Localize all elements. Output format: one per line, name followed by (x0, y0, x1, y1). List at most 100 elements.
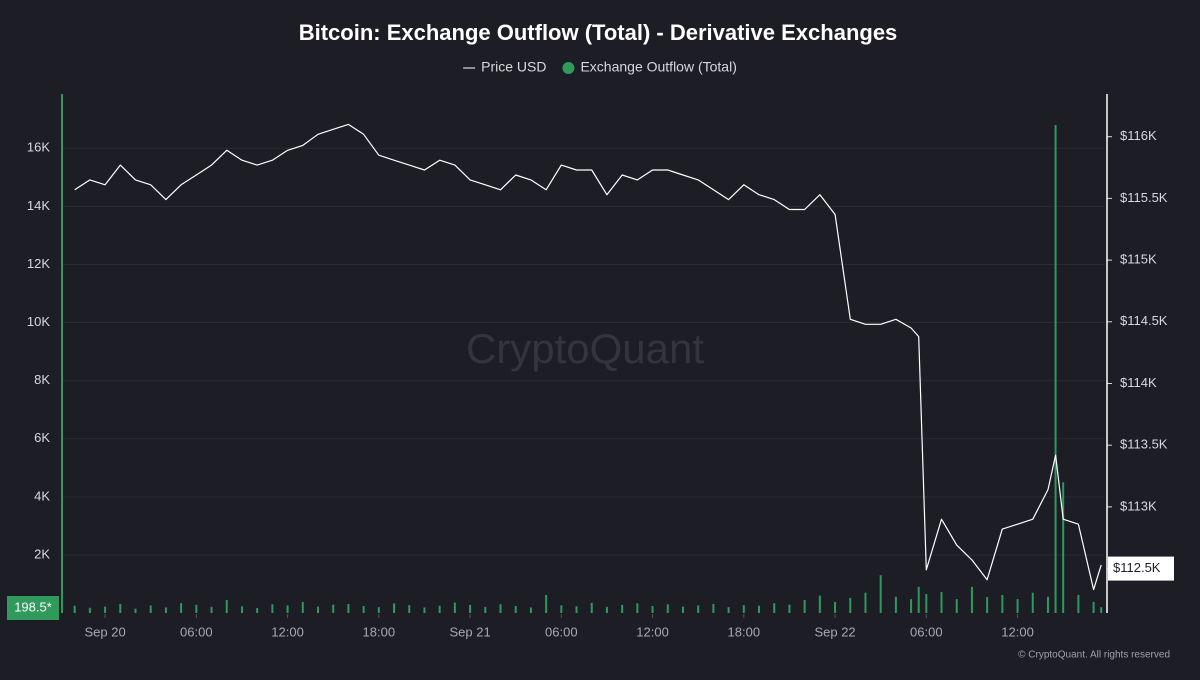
bar (438, 605, 441, 613)
bar (864, 592, 867, 613)
bar (910, 599, 913, 613)
bar (499, 604, 502, 613)
legend-label: Exchange Outflow (Total) (580, 59, 736, 75)
y2-tick-label: $116K (1120, 128, 1157, 143)
bar (636, 603, 639, 613)
bar (180, 603, 183, 613)
bar (1092, 601, 1095, 613)
y-tick-label: 4K (34, 488, 50, 503)
y-tick-label: 6K (34, 430, 50, 445)
x-tick-label: 12:00 (636, 624, 669, 639)
bar (986, 597, 989, 613)
bar (225, 599, 228, 613)
bar (1046, 596, 1049, 613)
bar (727, 607, 730, 613)
bar (955, 599, 958, 613)
bar (1016, 599, 1019, 613)
bar (970, 586, 973, 613)
bar (605, 606, 608, 613)
y2-tick-label: $114.5K (1120, 313, 1168, 328)
current-value-label: 198.5* (14, 599, 52, 614)
x-tick-label: 06:00 (910, 624, 943, 639)
bar (88, 607, 91, 613)
bar (940, 592, 943, 613)
y-tick-label: 8K (34, 372, 50, 387)
bar (590, 602, 593, 613)
y2-tick-label: $115K (1120, 252, 1157, 267)
bar (681, 606, 684, 613)
bar (1062, 482, 1065, 613)
y2-tick-label: $114K (1120, 375, 1157, 390)
legend: Price USD Exchange Outflow (Total) (463, 59, 737, 75)
bar (332, 604, 335, 613)
bar (104, 606, 107, 613)
bar (894, 596, 897, 613)
bar (210, 606, 213, 613)
bar (849, 597, 852, 613)
bar (1100, 607, 1103, 613)
bar (575, 606, 578, 613)
watermark: CryptoQuant (466, 325, 704, 372)
y-tick-label: 10K (27, 314, 50, 329)
bar (423, 607, 426, 613)
bar (917, 586, 920, 613)
y-tick-label: 14K (27, 198, 50, 213)
x-tick-label: 12:00 (271, 624, 304, 639)
y-tick-label: 12K (27, 256, 50, 271)
x-tick-label: Sep 21 (449, 624, 490, 639)
bar (195, 604, 198, 613)
y2-tick-label: $113K (1120, 498, 1157, 513)
bar (666, 604, 669, 613)
bar (803, 599, 806, 613)
bar (818, 595, 821, 613)
y-tick-label: 2K (34, 546, 50, 561)
bar (119, 603, 122, 613)
x-tick-label: 12:00 (1001, 624, 1034, 639)
bar (393, 603, 396, 613)
chart-title: Bitcoin: Exchange Outflow (Total) - Deri… (299, 20, 898, 45)
y2-tick-label: $113.5K (1120, 437, 1168, 452)
bar (621, 604, 624, 613)
price-line (74, 123, 1102, 591)
x-tick-label: 18:00 (363, 624, 396, 639)
bar (134, 608, 137, 613)
bar (1031, 592, 1034, 613)
x-tick-label: 06:00 (180, 624, 213, 639)
bar (1001, 594, 1004, 613)
bar (1054, 125, 1057, 613)
bar (347, 603, 350, 613)
bar (164, 607, 167, 613)
current-value-box (7, 596, 59, 620)
bar (73, 605, 76, 613)
x-tick-label: Sep 22 (814, 624, 855, 639)
bar (408, 605, 411, 613)
bar (377, 607, 380, 613)
bar (1077, 594, 1080, 613)
bar (271, 604, 274, 613)
y2-tick-highlight (1108, 556, 1174, 581)
footer: © CryptoQuant. All rights reserved (1018, 650, 1170, 661)
x-tick-label: 18:00 (728, 624, 761, 639)
bar (514, 606, 517, 613)
bar (256, 608, 259, 613)
bar (773, 603, 776, 613)
bar (788, 604, 791, 613)
x-tick-label: Sep 20 (84, 624, 125, 639)
y-tick-label: 16K (27, 140, 50, 155)
bar (149, 605, 152, 613)
bar (301, 601, 304, 613)
y2-tick-label: $112.5K (1113, 560, 1161, 575)
bar (286, 605, 289, 613)
bar (362, 606, 365, 613)
bar (545, 594, 548, 613)
bar (697, 605, 700, 613)
x-tick-label: 06:00 (545, 624, 578, 639)
bar (742, 605, 745, 613)
bar (529, 607, 532, 613)
y2-tick-label: $115.5K (1120, 190, 1168, 205)
bar (484, 606, 487, 613)
bar (758, 605, 761, 613)
bar (469, 604, 472, 613)
bar (925, 594, 928, 613)
